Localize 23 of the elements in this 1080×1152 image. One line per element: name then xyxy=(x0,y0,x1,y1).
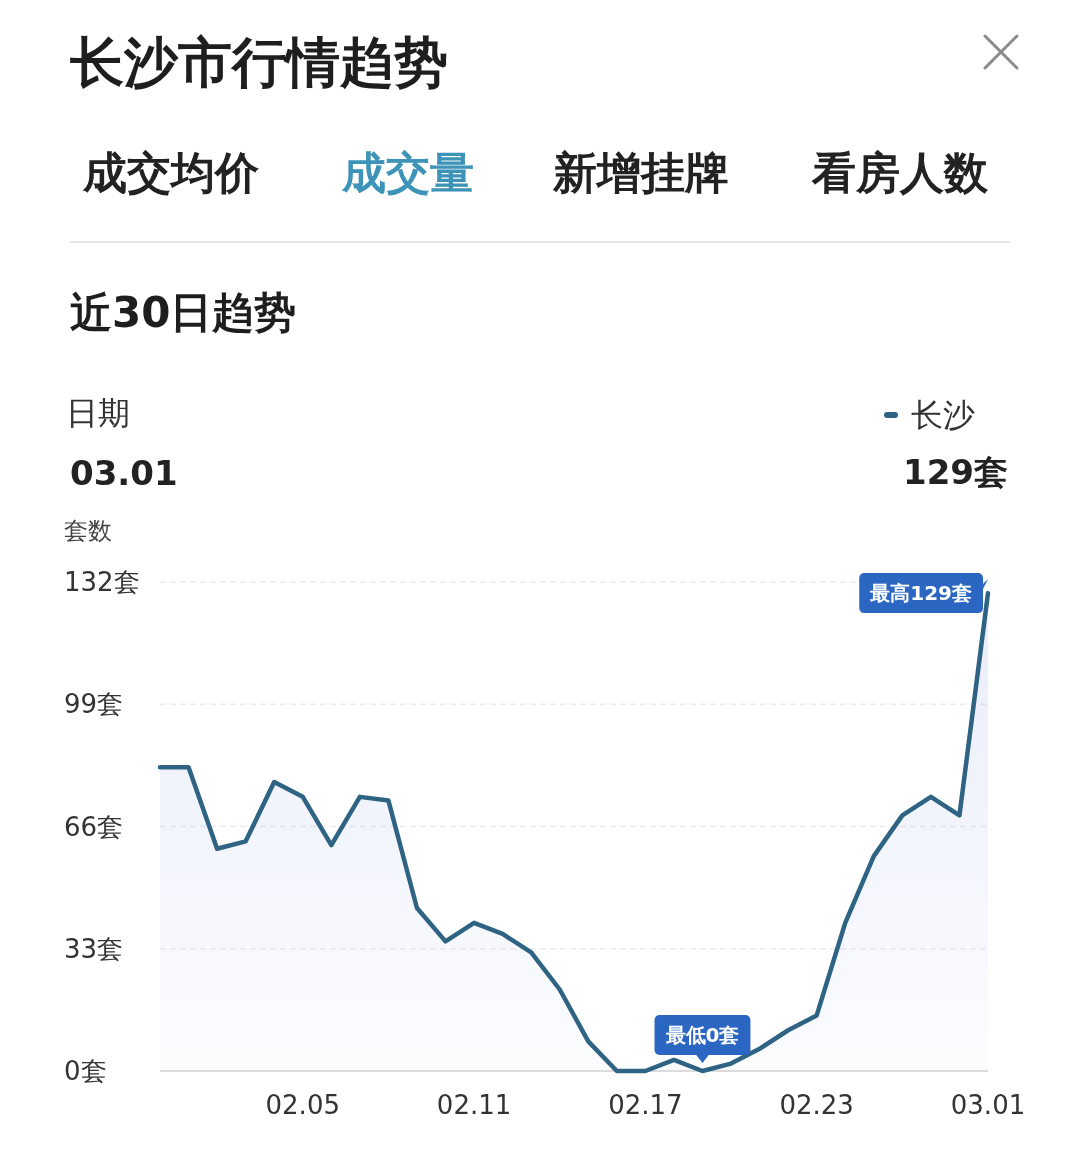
text: 看房人数 xyxy=(811,146,989,198)
x-tick-label: 02.11 xyxy=(436,1090,512,1120)
y-axis-title: 套数 xyxy=(64,517,112,545)
y-tick-label: 132套 xyxy=(64,567,140,597)
text: 日期 xyxy=(66,394,130,432)
text: 03.01 xyxy=(70,453,178,493)
chart-title: 长沙市行情趋势 xyxy=(70,30,448,94)
x-tick-label: 02.23 xyxy=(779,1090,854,1120)
y-tick-label: 33套 xyxy=(64,933,124,964)
annotation: 最高129套 xyxy=(869,581,972,606)
x-tick-label: 02.05 xyxy=(265,1090,340,1120)
legend-label: 长沙 xyxy=(911,396,975,434)
x-tick-label: 02.17 xyxy=(608,1090,683,1120)
text: 成交均价 xyxy=(82,146,260,198)
y-tick-label: 66套 xyxy=(64,811,124,842)
y-tick-label: 0套 xyxy=(64,1056,107,1086)
text: 成交量 xyxy=(341,146,474,198)
annotation: 最低0套 xyxy=(664,1023,740,1047)
text: 新增挂牌 xyxy=(552,146,729,198)
chart-subtitle: 近30日趋势 xyxy=(70,287,297,337)
text: 129套 xyxy=(903,452,1008,492)
y-tick-label: 99套 xyxy=(64,689,124,720)
x-tick-label: 03.01 xyxy=(950,1090,1026,1120)
